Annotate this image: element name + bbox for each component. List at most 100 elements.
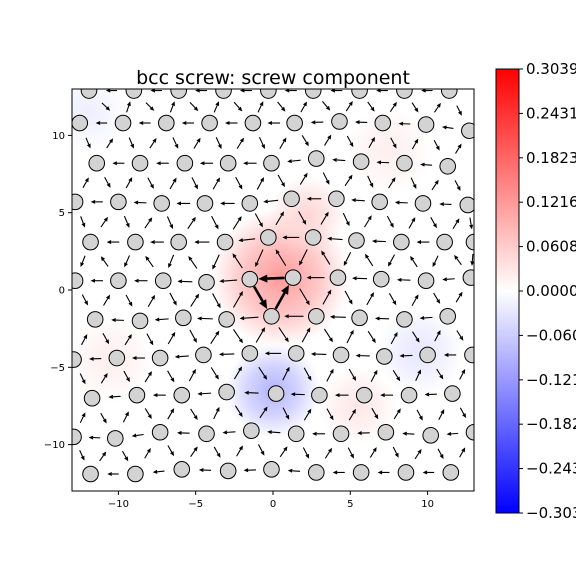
atom [201,114,218,132]
atom [241,345,259,362]
colorbar-tick-label: −0.121 [526,371,576,389]
arrow [88,435,101,440]
arrow [357,431,370,436]
atom [376,348,393,365]
atom [372,270,390,288]
atom [127,465,144,483]
arrow [434,330,441,342]
atom [332,346,350,364]
atom [461,122,474,140]
atom [125,89,143,99]
x-tick-label: −5 [188,499,203,510]
arrow [299,249,308,266]
arrow [346,329,354,344]
atom [307,150,325,167]
arrow [390,137,397,149]
arrow [348,408,356,421]
plot-area: −10 −5 0 5 10 −10 −5 0 5 10 [44,88,475,510]
arrow [456,105,462,116]
arrow [123,370,130,383]
arrow [121,450,129,462]
arrow [343,251,352,266]
arrow [431,179,439,191]
atom [444,385,461,402]
arrow [278,327,289,343]
arrow [275,249,287,267]
arrow [323,328,333,343]
arrow [145,102,155,111]
arrow [199,161,214,166]
arrow [213,101,220,113]
arrow [81,294,88,306]
arrow [277,174,285,188]
colorbar-gradient [495,68,520,514]
arrow [410,177,417,189]
arrow [321,101,331,111]
atom [82,465,99,483]
arrow [263,199,279,204]
atom [216,233,234,251]
arrow [238,238,256,243]
atom [464,346,474,364]
arrow [194,240,210,245]
arrow [438,409,445,420]
arrow [346,135,354,148]
arrow [267,430,281,435]
atom [351,309,368,327]
atom [175,309,192,327]
arrow [259,406,268,419]
colorbar-tick-label: 0.3039 [526,60,576,78]
arrow [282,366,290,381]
arrow [279,137,287,150]
arrow [416,409,423,421]
arrow [416,240,430,245]
arrow [371,239,386,244]
field-spot [376,308,464,396]
arrow [287,468,301,473]
arrow [144,408,152,419]
arrow [252,285,268,309]
atom [417,272,435,290]
arrow [145,255,154,268]
arrow [125,294,133,307]
arrow [166,216,173,230]
arrow [144,371,152,383]
atom [72,428,82,446]
arrow [150,240,164,245]
atom [154,272,172,290]
atom [153,195,170,212]
arrow [376,160,390,165]
arrow [100,256,109,267]
arrow [167,331,176,345]
arrow [388,254,396,267]
field-spot [268,176,346,255]
arrow [90,278,103,283]
arrow [282,407,290,420]
arrow [167,370,175,383]
atom [196,195,214,212]
arrow [320,211,329,225]
atom [151,349,169,367]
atom [355,386,373,404]
arrow [152,393,166,398]
arrow [347,447,354,459]
atom [108,349,126,367]
arrow [388,293,397,306]
arrow [167,408,175,420]
atom [436,233,453,251]
arrow [255,327,266,343]
arrow [213,446,221,458]
arrow [352,276,368,281]
arrow [233,366,243,380]
arrow [393,408,401,420]
arrow [82,177,89,188]
atom [263,461,280,478]
arrow [299,288,310,306]
arrow [419,315,433,320]
arrow [189,102,199,112]
arrow [212,254,220,270]
arrow [424,392,437,397]
arrow [258,136,265,150]
arrow [101,102,111,111]
arrow [215,137,222,149]
